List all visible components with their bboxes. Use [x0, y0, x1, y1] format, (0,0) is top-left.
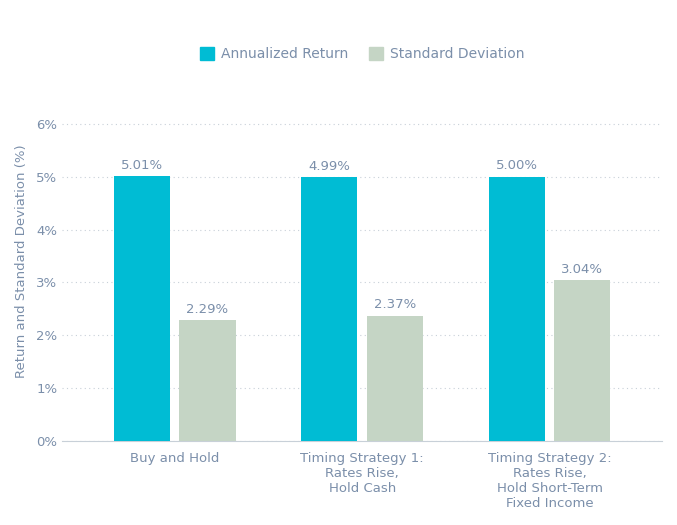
- Bar: [489, 177, 545, 441]
- Text: 3.04%: 3.04%: [561, 263, 603, 276]
- Text: 4.99%: 4.99%: [309, 160, 350, 173]
- Legend: Annualized Return, Standard Deviation: Annualized Return, Standard Deviation: [194, 42, 530, 67]
- Text: 2.29%: 2.29%: [186, 303, 229, 316]
- Text: 2.37%: 2.37%: [374, 298, 416, 311]
- Bar: [114, 176, 170, 441]
- Text: 5.01%: 5.01%: [121, 159, 163, 172]
- Bar: [301, 177, 357, 441]
- Text: 5.00%: 5.00%: [496, 160, 538, 173]
- Bar: [179, 320, 236, 441]
- Bar: [367, 316, 423, 441]
- Y-axis label: Return and Standard Deviation (%): Return and Standard Deviation (%): [15, 144, 28, 378]
- Bar: [554, 280, 611, 441]
